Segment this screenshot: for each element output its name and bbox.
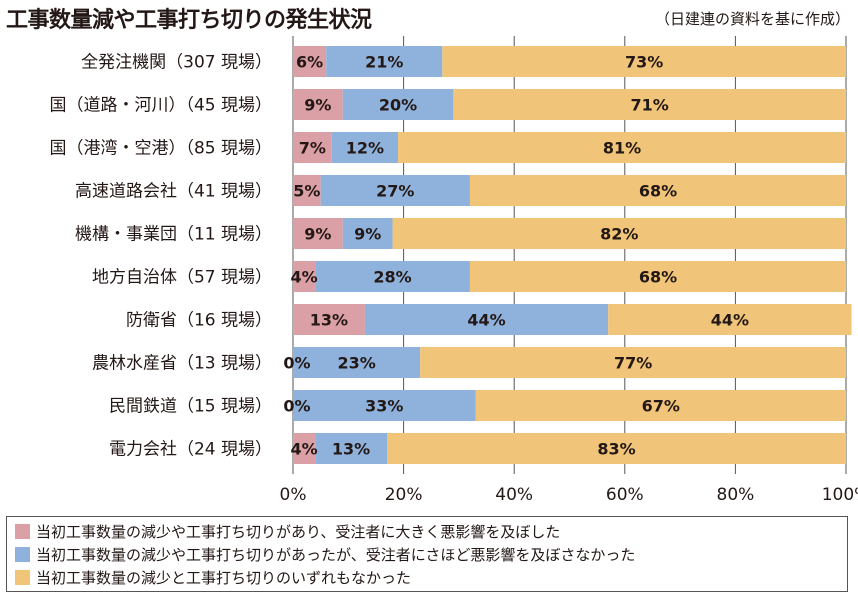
- bar-segment: [342, 218, 393, 249]
- legend-label: 当初工事数量の減少や工事打ち切りがあったが、受注者にさほど悪影響を及ぼさなかった: [36, 546, 636, 564]
- data-label: 6%: [296, 53, 323, 72]
- data-label: 81%: [603, 139, 641, 158]
- x-tick-label: 100%: [822, 485, 858, 505]
- category-label: 農林水産省（13 現場）: [92, 354, 272, 374]
- category-label: 国（道路・河川）（45 現場）: [49, 96, 272, 116]
- bar-segment: [293, 46, 327, 77]
- bar-segment: [293, 304, 365, 335]
- bar-segment: [293, 433, 316, 464]
- legend-label: 当初工事数量の減少と工事打ち切りのいずれもなかった: [36, 569, 412, 587]
- legend-swatch: [15, 547, 30, 562]
- data-label: 44%: [467, 311, 505, 330]
- bar-segment: [469, 261, 846, 292]
- legend-item-severe: 当初工事数量の減少や工事打ち切りがあり、受注者に大きく悪影響を及ぼした: [15, 520, 839, 543]
- bar-segment: [398, 132, 846, 163]
- source-note: （日建連の資料を基に作成）: [654, 10, 850, 28]
- bar-segment: [392, 218, 846, 249]
- x-tick-label: 80%: [717, 485, 755, 505]
- x-tick-label: 60%: [606, 485, 644, 505]
- bar-segment: [320, 175, 470, 206]
- bar-segment: [293, 175, 321, 206]
- data-label: 27%: [376, 182, 414, 201]
- data-label: 23%: [337, 354, 375, 373]
- category-label: 全発注機関（307 現場）: [81, 53, 272, 73]
- legend-swatch: [15, 570, 30, 585]
- category-label: 機構・事業団（11 現場）: [75, 225, 272, 245]
- bar-segment: [293, 347, 421, 378]
- data-label: 68%: [639, 182, 677, 201]
- data-label: 82%: [600, 225, 638, 244]
- bar-segment: [469, 175, 846, 206]
- legend-item-none: 当初工事数量の減少と工事打ち切りのいずれもなかった: [15, 566, 839, 589]
- bar-segment: [331, 132, 399, 163]
- bar-segment: [315, 261, 470, 292]
- data-label: 7%: [299, 139, 326, 158]
- bar-segment: [608, 304, 852, 335]
- data-label: 4%: [290, 268, 317, 287]
- category-label: 国（港湾・空港）（85 現場）: [49, 139, 272, 159]
- bar-segment: [342, 89, 454, 120]
- data-label: 13%: [332, 440, 370, 459]
- chart-title: 工事数量減や工事打ち切りの発生状況: [6, 8, 372, 33]
- data-label: 71%: [631, 96, 669, 115]
- category-label: 民間鉄道（15 現場）: [109, 397, 272, 417]
- data-label: 13%: [310, 311, 348, 330]
- data-label: 0%: [283, 397, 310, 416]
- legend-swatch: [15, 524, 30, 539]
- data-label: 4%: [290, 440, 317, 459]
- bar-segment: [387, 433, 846, 464]
- data-label: 73%: [625, 53, 663, 72]
- data-label: 12%: [346, 139, 384, 158]
- legend: 当初工事数量の減少や工事打ち切りがあり、受注者に大きく悪影響を及ぼした 当初工事…: [6, 516, 848, 592]
- category-label: 電力会社（24 現場）: [109, 440, 272, 460]
- bar-segment: [364, 304, 609, 335]
- data-label: 33%: [365, 397, 403, 416]
- legend-item-minor: 当初工事数量の減少や工事打ち切りがあったが、受注者にさほど悪影響を及ぼさなかった: [15, 543, 839, 566]
- bar-segment: [293, 132, 332, 163]
- x-tick-label: 0%: [280, 485, 307, 505]
- bar-segment: [475, 390, 846, 421]
- x-tick-label: 40%: [495, 485, 533, 505]
- bar-segment: [293, 261, 316, 292]
- data-label: 5%: [293, 182, 320, 201]
- data-label: 9%: [304, 225, 331, 244]
- data-label: 28%: [373, 268, 411, 287]
- bar-segment: [453, 89, 846, 120]
- stacked-bar-chart: 6% 21% 73% 9% 20% 71% 7% 12% 81% 5% 27% 68% 9% 9% 82% 4…: [49, 36, 858, 505]
- bar-segment: [293, 218, 343, 249]
- data-label: 21%: [365, 53, 403, 72]
- x-tick-label: 20%: [385, 485, 423, 505]
- bar-segment: [442, 46, 846, 77]
- category-label: 高速道路会社（41 現場）: [75, 182, 272, 202]
- category-label: 地方自治体（57 現場）: [92, 268, 272, 288]
- data-label: 0%: [283, 354, 310, 373]
- category-label: 防衛省（16 現場）: [126, 311, 272, 331]
- bar-segment: [293, 390, 476, 421]
- bar-segment: [420, 347, 846, 378]
- data-label: 9%: [354, 225, 381, 244]
- bar-segment: [326, 46, 443, 77]
- data-label: 44%: [711, 311, 749, 330]
- data-label: 77%: [614, 354, 652, 373]
- bar-segment: [315, 433, 388, 464]
- data-label: 9%: [304, 96, 331, 115]
- legend-label: 当初工事数量の減少や工事打ち切りがあり、受注者に大きく悪影響を及ぼした: [36, 523, 561, 541]
- bar-segment: [293, 89, 343, 120]
- data-label: 68%: [639, 268, 677, 287]
- data-label: 83%: [597, 440, 635, 459]
- data-label: 67%: [642, 397, 680, 416]
- data-label: 20%: [379, 96, 417, 115]
